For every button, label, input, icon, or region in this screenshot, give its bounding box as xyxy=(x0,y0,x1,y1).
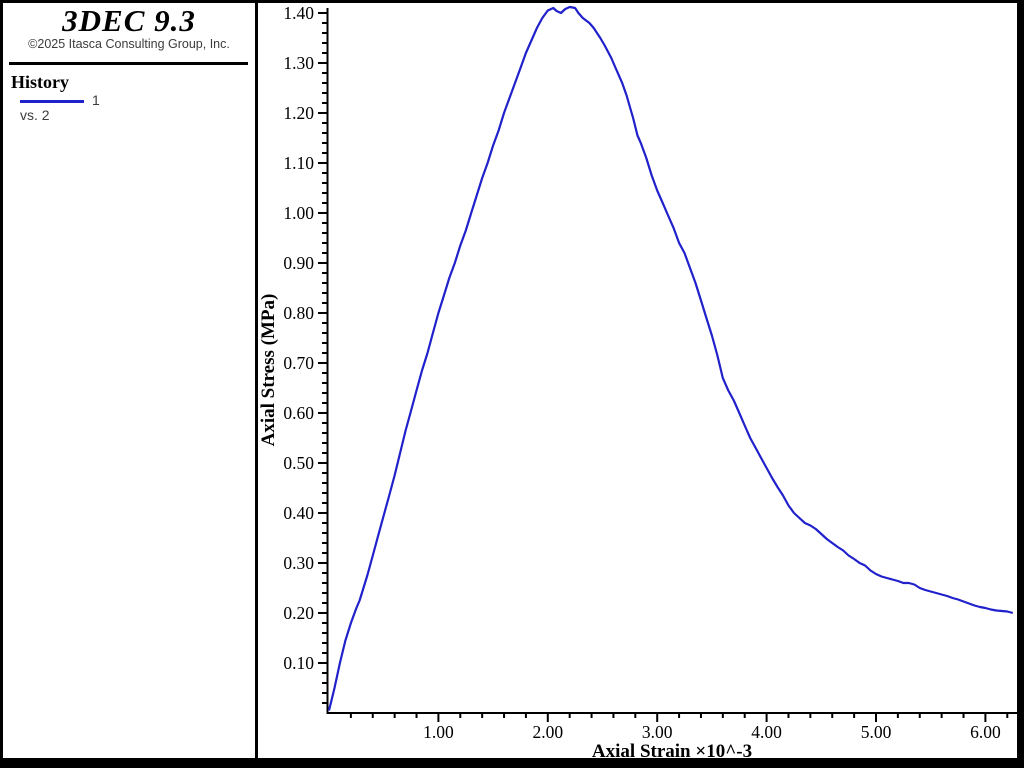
x-axis-title: Axial Strain ×10^-3 xyxy=(592,741,752,762)
sidebar-rule xyxy=(9,62,248,65)
window-border-left xyxy=(0,0,3,768)
window-border-bottom xyxy=(0,758,1024,768)
x-tick-label: 4.00 xyxy=(751,722,782,742)
copyright-text: ©2025 Itasca Consulting Group, Inc. xyxy=(28,37,230,51)
app-logo: 3DEC 9.3 xyxy=(62,3,196,38)
y-tick-label: 0.20 xyxy=(283,603,314,623)
y-tick-label: 0.90 xyxy=(283,253,314,273)
y-tick-label: 1.40 xyxy=(283,3,314,23)
y-tick-label: 0.50 xyxy=(283,453,314,473)
sidebar: 3DEC 9.3 ©2025 Itasca Consulting Group, … xyxy=(3,3,255,758)
y-tick-label: 0.30 xyxy=(283,553,314,573)
legend-section-title: History xyxy=(11,72,69,92)
x-tick-label: 3.00 xyxy=(642,722,673,742)
x-tick-label: 5.00 xyxy=(861,722,892,742)
axis-ticks: 1.00 2.00 3.00 4.00 5.00 6.00 0.10 0.20 0.30 0.40… xyxy=(283,3,1009,742)
x-tick-label: 2.00 xyxy=(532,722,563,742)
legend-vs-label: vs. 2 xyxy=(20,107,50,123)
y-tick-label: 0.80 xyxy=(283,303,314,323)
y-tick-label: 1.20 xyxy=(283,103,314,123)
window-border-right xyxy=(1017,0,1024,768)
series-line-1 xyxy=(327,5,1014,711)
window-border-top xyxy=(0,0,1024,3)
y-tick-label: 1.10 xyxy=(283,153,314,173)
x-tick-label: 1.00 xyxy=(423,722,454,742)
series-label: 1 xyxy=(92,92,100,108)
series-color-swatch xyxy=(20,100,84,103)
y-tick-label: 1.00 xyxy=(283,203,314,223)
history-curve xyxy=(327,5,1014,711)
y-tick-label: 0.40 xyxy=(283,503,314,523)
y-tick-label: 0.60 xyxy=(283,403,314,423)
y-tick-label: 1.30 xyxy=(283,53,314,73)
x-tick-label: 6.00 xyxy=(970,722,1001,742)
y-axis-title: Axial Stress (MPa) xyxy=(258,294,279,447)
y-tick-label: 0.10 xyxy=(283,653,314,673)
y-tick-label: 0.70 xyxy=(283,353,314,373)
sidebar-plot-divider xyxy=(255,0,258,768)
